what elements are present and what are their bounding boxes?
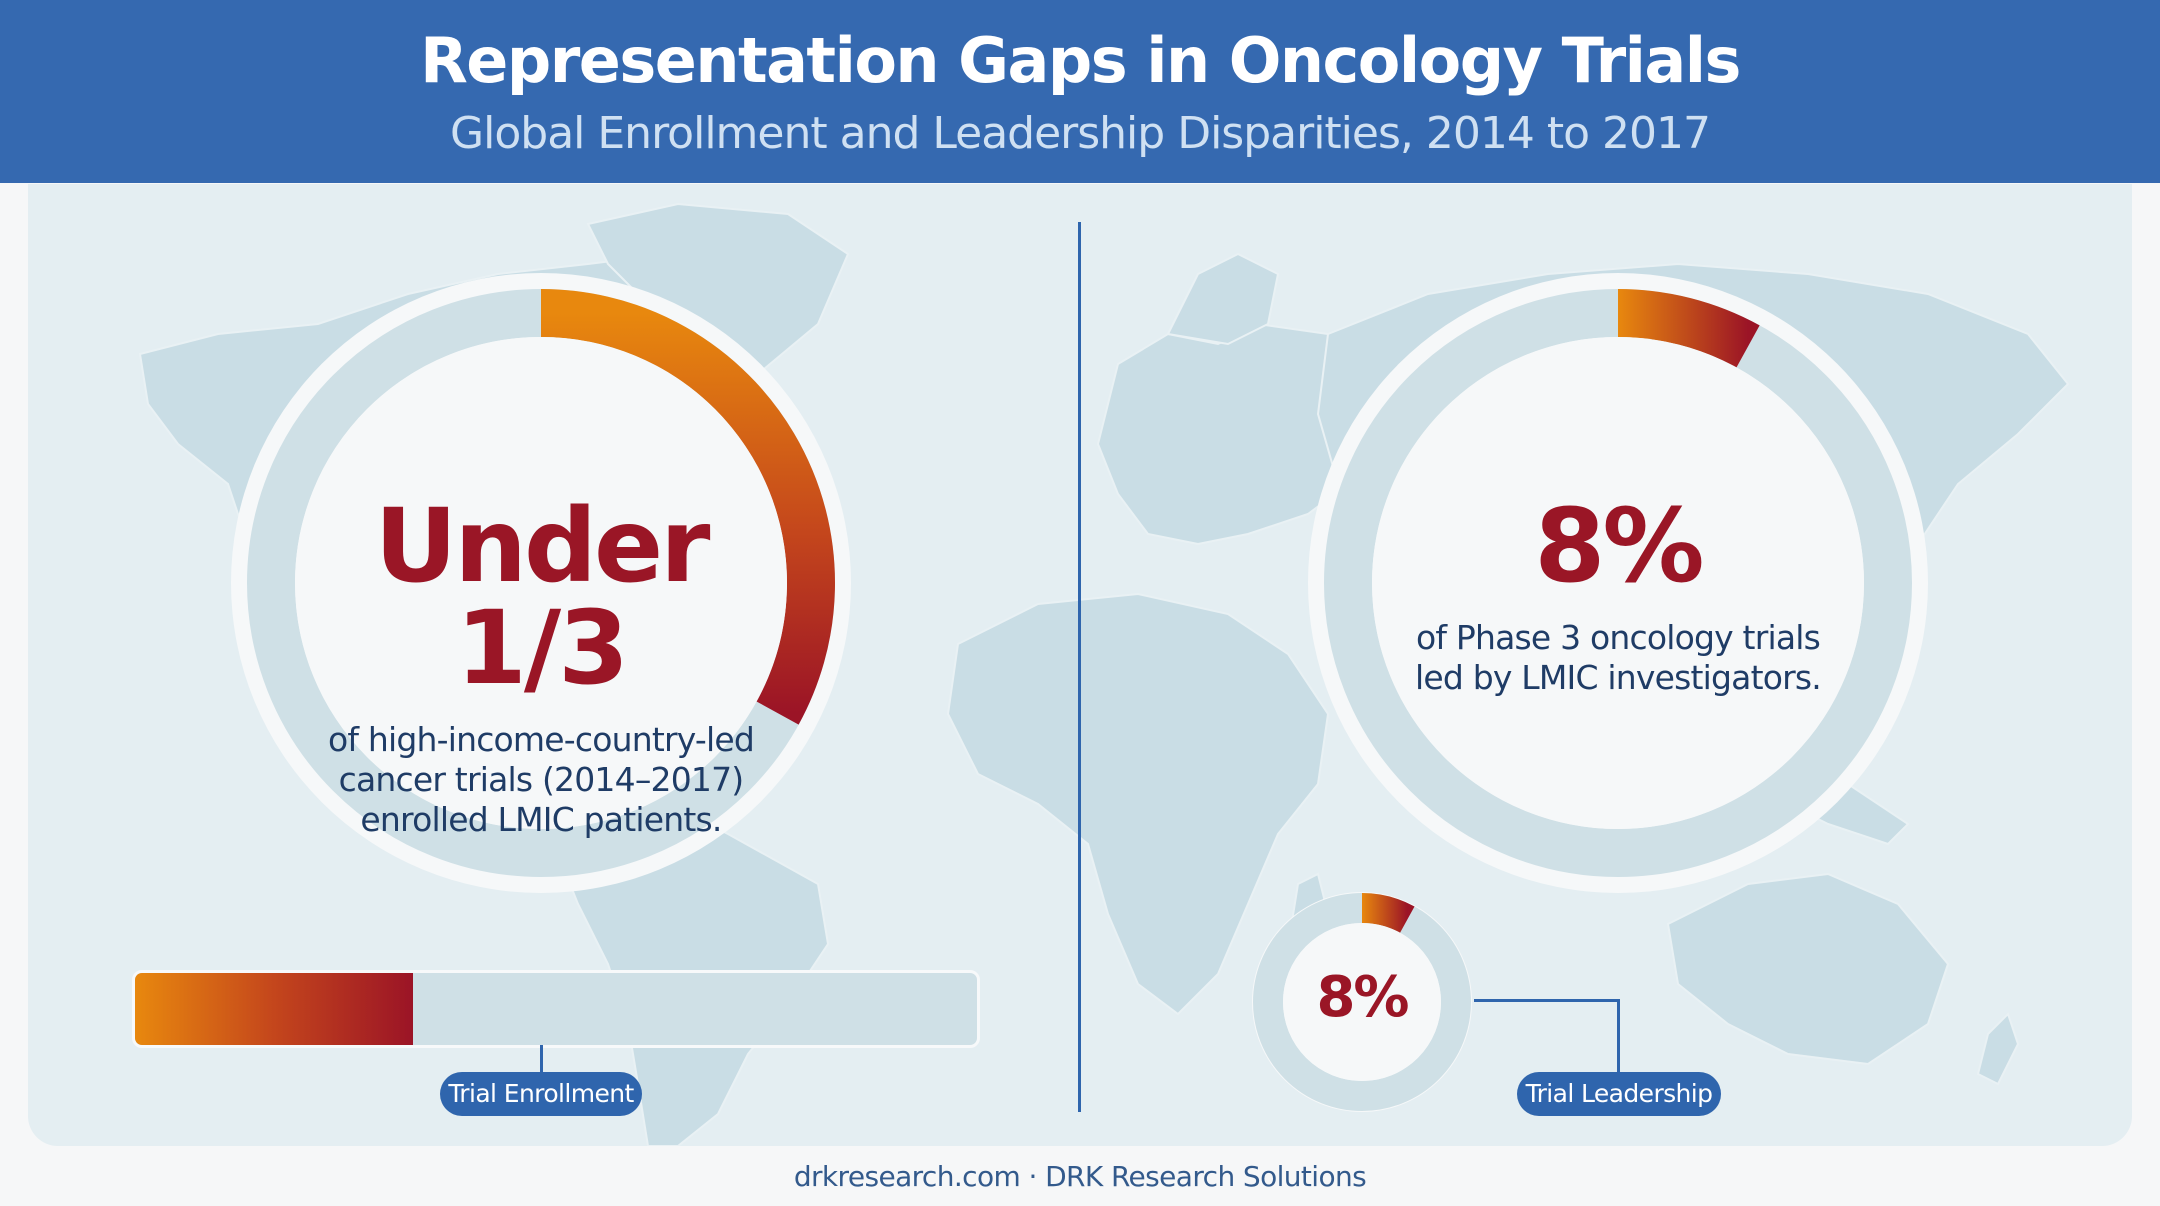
map-scandinavia — [1166, 252, 1280, 346]
map-india — [1566, 702, 1670, 846]
leadership-stat: 8% of Phase 3 oncology trials led by LMI… — [1368, 496, 1868, 698]
small-leadership-value: 8% — [1316, 965, 1409, 1030]
footer-credit: drkresearch.com · DRK Research Solutions — [793, 1160, 1367, 1193]
enrollment-bar — [132, 970, 980, 1048]
enrollment-description: of high-income-country-led cancer trials… — [291, 720, 791, 840]
map-australia — [1666, 872, 1950, 1066]
trial-leadership-label: Trial Leadership — [1517, 1072, 1721, 1116]
map-madagascar — [1288, 872, 1330, 956]
leadership-description-line: led by LMIC investigators. — [1415, 658, 1822, 697]
enrollment-description-line: cancer trials (2014–2017) — [338, 760, 745, 799]
map-africa — [946, 592, 1330, 1016]
enrollment-description-line: enrolled LMIC patients. — [360, 800, 722, 839]
enrollment-bar-fill — [135, 973, 413, 1045]
small-leadership-stat: 8% — [1282, 970, 1442, 1026]
leadership-description-line: of Phase 3 oncology trials — [1415, 618, 1821, 657]
enrollment-headline: Under 1/3 — [374, 487, 711, 708]
page-subtitle: Global Enrollment and Leadership Dispari… — [450, 108, 1711, 159]
page-title: Representation Gaps in Oncology Trials — [420, 24, 1741, 97]
enrollment-stat: Under 1/3 of high-income-country-led can… — [291, 496, 791, 840]
leadership-connector-horizontal — [1474, 999, 1620, 1002]
panel-divider — [1078, 222, 1081, 1112]
leadership-connector-vertical — [1617, 999, 1620, 1075]
map-new-zealand — [1976, 1012, 2020, 1086]
enrollment-description-line: of high-income-country-led — [327, 720, 755, 759]
header-banner: Representation Gaps in Oncology Trials G… — [0, 0, 2160, 183]
enrollment-connector — [540, 1045, 543, 1075]
leadership-headline: 8% — [1534, 487, 1704, 606]
leadership-description: of Phase 3 oncology trials led by LMIC i… — [1368, 618, 1868, 698]
map-southeast-asia — [1725, 743, 1910, 846]
trial-enrollment-label: Trial Enrollment — [440, 1072, 642, 1116]
